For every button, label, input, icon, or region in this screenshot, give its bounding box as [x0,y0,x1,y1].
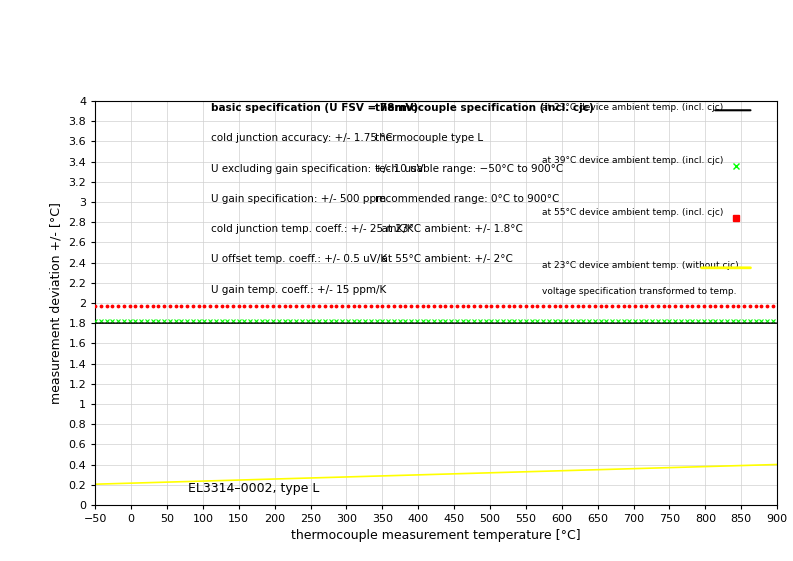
X-axis label: thermocouple measurement temperature [°C]: thermocouple measurement temperature [°C… [291,530,581,542]
Text: cold junction temp. coeff.: +/- 25 mK/K: cold junction temp. coeff.: +/- 25 mK/K [211,224,414,234]
Text: at 39°C device ambient temp. (incl. cjc): at 39°C device ambient temp. (incl. cjc) [542,155,723,164]
Y-axis label: measurement deviation +/- [°C]: measurement deviation +/- [°C] [50,202,63,404]
Text: voltage specification transformed to temp.: voltage specification transformed to tem… [542,287,737,296]
Text: U gain specification: +/- 500 ppm: U gain specification: +/- 500 ppm [211,194,386,204]
Text: at 23°C device ambient temp. (without cjc),: at 23°C device ambient temp. (without cj… [542,260,741,269]
Text: thermocouple type L: thermocouple type L [375,134,483,143]
Text: U excluding gain specification: +/- 10 uV: U excluding gain specification: +/- 10 u… [211,164,423,173]
Text: at 55°C device ambient temp. (incl. cjc): at 55°C device ambient temp. (incl. cjc) [542,208,723,217]
Text: at 23°C ambient: +/- 1.8°C: at 23°C ambient: +/- 1.8°C [375,224,523,234]
Text: cold junction accuracy: +/- 1.75 °C: cold junction accuracy: +/- 1.75 °C [211,134,393,143]
Text: EL3314–0002, type L: EL3314–0002, type L [189,482,320,495]
Text: U offset temp. coeff.: +/- 0.5 uV/K: U offset temp. coeff.: +/- 0.5 uV/K [211,255,387,264]
Text: at 55°C ambient: +/- 2°C: at 55°C ambient: +/- 2°C [375,255,512,264]
Text: recommended range: 0°C to 900°C: recommended range: 0°C to 900°C [375,194,559,204]
Text: U gain temp. coeff.: +/- 15 ppm/K: U gain temp. coeff.: +/- 15 ppm/K [211,285,386,295]
Text: thermocouple specification (incl. cjc): thermocouple specification (incl. cjc) [375,103,593,113]
Text: basic specification (U FSV = 78mV): basic specification (U FSV = 78mV) [211,103,418,113]
Text: at 23°C device ambient temp. (incl. cjc): at 23°C device ambient temp. (incl. cjc) [542,103,723,112]
Text: tech. usable range: −50°C to 900°C: tech. usable range: −50°C to 900°C [375,164,563,173]
